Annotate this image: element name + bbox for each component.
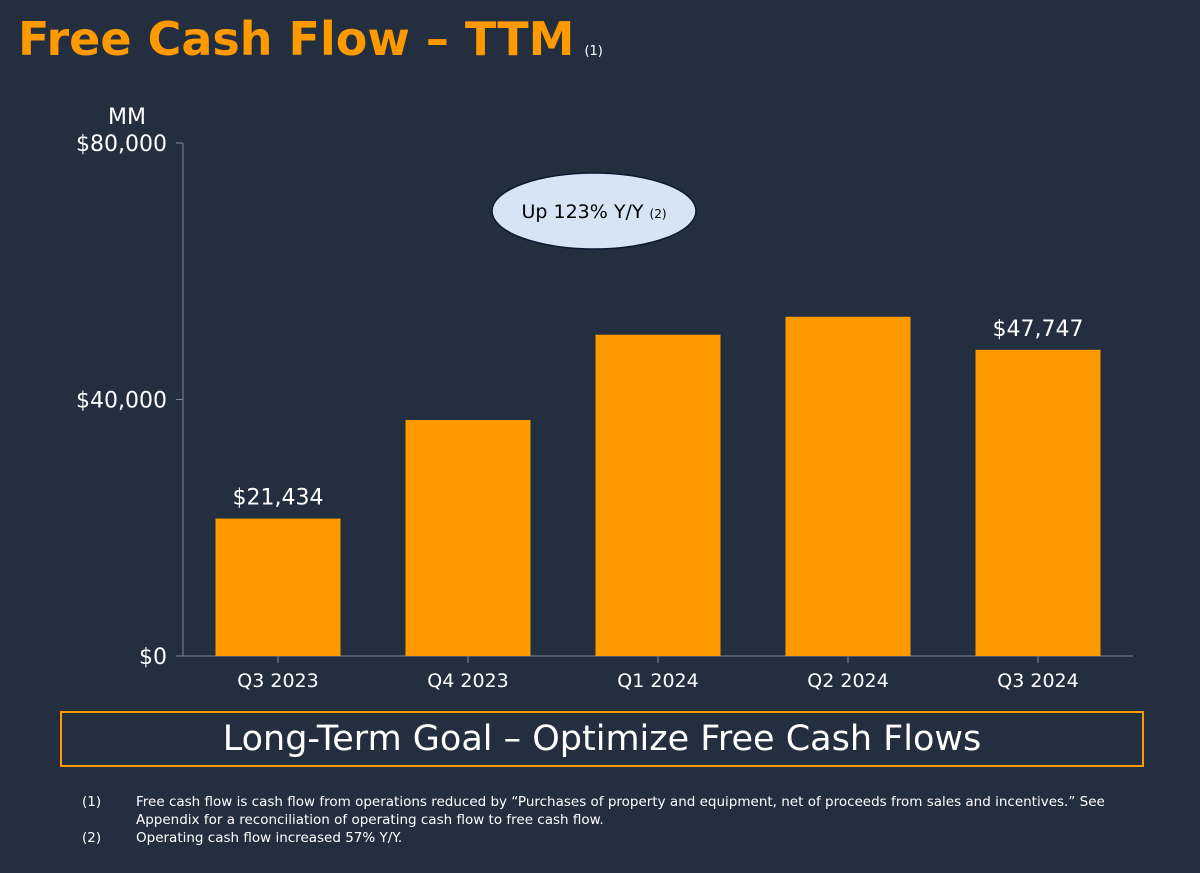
- y-tick-label: $0: [139, 645, 167, 670]
- page-title-text: Free Cash Flow – TTM: [18, 12, 575, 66]
- bar: [215, 518, 341, 656]
- footnote-1-number: (1): [82, 794, 102, 810]
- x-tick-label: Q3 2023: [237, 670, 318, 692]
- bar: [595, 334, 721, 656]
- page-title: Free Cash Flow – TTM (1): [18, 12, 603, 66]
- growth-callout: [491, 172, 697, 250]
- x-tick-label: Q4 2023: [427, 670, 508, 692]
- long-term-goal-banner: Long-Term Goal – Optimize Free Cash Flow…: [60, 711, 1144, 767]
- y-tick-label: $80,000: [76, 132, 167, 157]
- y-axis-unit-label: MM: [108, 105, 146, 130]
- bar: [975, 349, 1101, 656]
- x-tick-label: Q2 2024: [807, 670, 888, 692]
- footnote-2: (2) Operating cash flow increased 57% Y/…: [82, 829, 1162, 847]
- x-tick-label: Q3 2024: [997, 670, 1078, 692]
- footnote-2-text: Operating cash flow increased 57% Y/Y.: [136, 830, 403, 846]
- y-tick-label: $40,000: [76, 389, 167, 414]
- fcf-bar-chart: MM $0 $40,000 $80,000 Q3 2023 $21,434 Q4 2023 Q…: [76, 105, 1133, 692]
- growth-callout-footnote-ref: (2): [650, 207, 667, 221]
- bar: [405, 420, 531, 656]
- data-label: $47,747: [993, 317, 1084, 342]
- footnote-1: (1) Free cash flow is cash flow from ope…: [82, 793, 1162, 829]
- footnote-2-number: (2): [82, 830, 102, 846]
- data-label: $21,434: [233, 486, 324, 511]
- footnote-1-text: Free cash flow is cash flow from operati…: [136, 794, 1105, 828]
- title-footnote-ref: (1): [584, 44, 603, 59]
- footnotes: (1) Free cash flow is cash flow from ope…: [82, 793, 1162, 847]
- growth-callout-text: Up 123% Y/Y (2): [521, 201, 666, 223]
- bar: [785, 316, 911, 656]
- x-tick-label: Q1 2024: [617, 670, 698, 692]
